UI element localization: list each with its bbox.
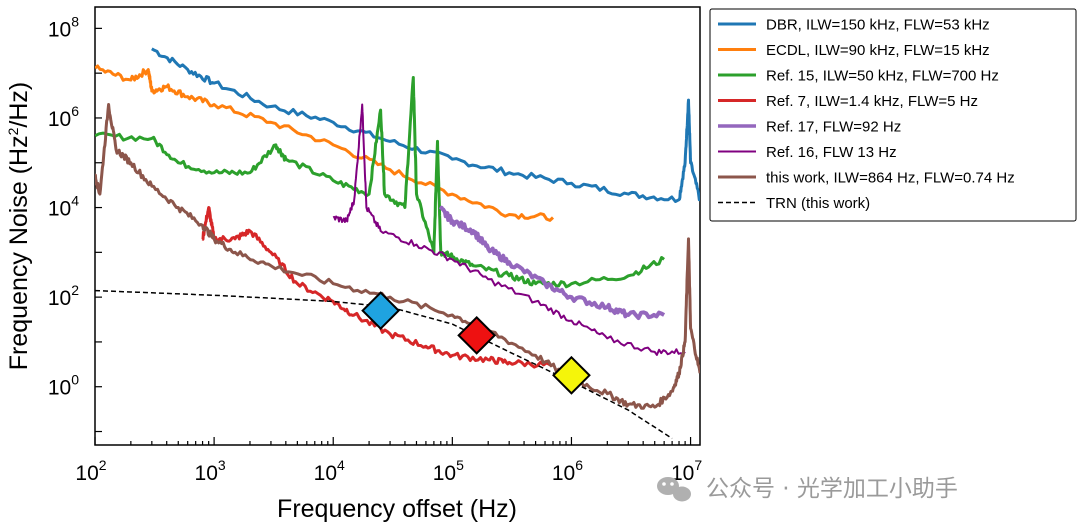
wechat-logo-icon	[657, 477, 691, 502]
legend: DBR, ILW=150 kHz, FLW=53 kHz ECDL, ILW=90…	[709, 8, 1077, 222]
x-tick-label: 107	[671, 457, 702, 485]
watermark-text: 公众号 · 光学加工小助手	[706, 476, 958, 502]
marker-red-diamond	[457, 315, 497, 355]
y-axis-label: Frequency Noise (Hz2/Hz)	[5, 82, 33, 370]
legend-label: this work, ILW=864 Hz, FLW=0.74 Hz	[766, 170, 1015, 187]
x-axis-label: Frequency offset (Hz)	[277, 495, 517, 523]
x-tick-label: 102	[75, 457, 106, 485]
tick-layer: 102 103 104 105 106 107 100 102 104 106 108	[48, 13, 703, 485]
series-layer	[95, 47, 700, 440]
x-tick-label: 106	[552, 457, 583, 485]
marker-blue-diamond	[361, 291, 401, 331]
series-line-6	[95, 103, 700, 410]
series-line-4	[438, 205, 666, 320]
legend-label: Ref. 16, FLW 13 Hz	[766, 144, 897, 161]
x-tick-label: 103	[195, 457, 226, 485]
series-line-3	[201, 206, 554, 369]
legend-label: Ref. 17, FLW=92 Hz	[766, 119, 901, 136]
marker-yellow-diamond	[552, 355, 591, 395]
x-tick-label: 104	[314, 457, 345, 485]
legend-label: Ref. 7, ILW=1.4 kHz, FLW=5 Hz	[766, 93, 978, 110]
legend-box	[709, 8, 1077, 222]
marker-layer	[361, 291, 591, 395]
y-tick-label: 106	[48, 103, 79, 131]
legend-label: Ref. 15, ILW=50 kHz, FLW=700 Hz	[766, 68, 999, 85]
y-tick-label: 108	[48, 13, 79, 41]
series-line-0	[151, 47, 700, 203]
series-line-7	[95, 289, 673, 440]
legend-label: ECDL, ILW=90 kHz, FLW=15 kHz	[766, 42, 990, 59]
y-tick-label: 102	[48, 282, 79, 310]
series-line-1	[95, 64, 555, 222]
series-line-5	[332, 103, 686, 356]
plot-frame	[94, 6, 701, 446]
y-tick-label: 104	[48, 193, 79, 221]
x-tick-label: 105	[433, 457, 464, 485]
legend-label: TRN (this work)	[766, 195, 870, 212]
y-tick-label: 100	[48, 372, 79, 400]
series-line-2	[95, 76, 665, 289]
legend-label: DBR, ILW=150 kHz, FLW=53 kHz	[766, 17, 990, 34]
